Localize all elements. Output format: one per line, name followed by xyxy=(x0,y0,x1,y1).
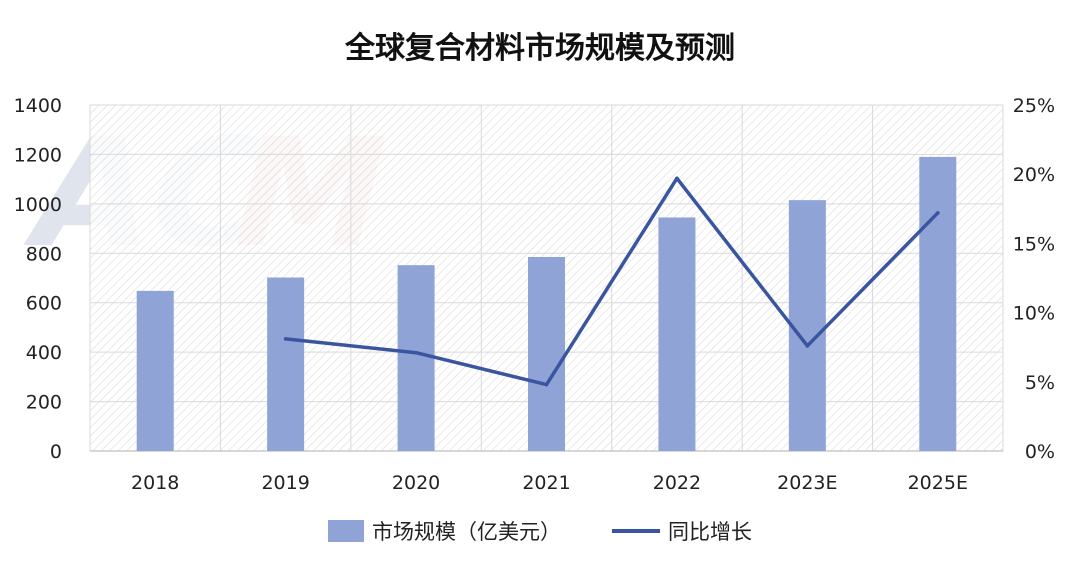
y-left-tick-label: 1200 xyxy=(14,144,62,166)
x-tick-label: 2023E xyxy=(777,472,837,494)
y-left-tick-label: 400 xyxy=(26,342,62,364)
legend-bar-swatch xyxy=(328,520,364,542)
line-point xyxy=(935,211,940,215)
line-series xyxy=(283,176,940,387)
x-axis: 2018 2019 2020 2021 2022 2023E 2025E xyxy=(131,472,968,494)
chart-title: 全球复合材料市场规模及预测 xyxy=(344,31,735,66)
bar xyxy=(267,277,305,451)
y-left-tick-label: 1000 xyxy=(14,194,62,216)
y-axis-left: 0 200 400 600 800 1000 1200 1400 xyxy=(14,95,62,463)
bar xyxy=(136,290,174,451)
y-right-tick-label: 10% xyxy=(1013,303,1055,325)
bar xyxy=(397,265,435,451)
y-left-tick-label: 600 xyxy=(26,293,62,315)
y-axis-right: 0% 5% 10% 15% 20% 25% xyxy=(1013,95,1055,463)
bar-series xyxy=(136,156,957,451)
growth-line xyxy=(283,176,940,387)
y-left-tick-label: 0 xyxy=(50,441,62,463)
legend-line-label: 同比增长 xyxy=(668,520,752,544)
y-right-tick-label: 15% xyxy=(1013,233,1055,255)
y-right-tick-label: 25% xyxy=(1013,95,1055,117)
bar xyxy=(528,256,565,451)
line-point xyxy=(544,382,549,387)
y-right-tick-label: 20% xyxy=(1013,164,1055,186)
line-point xyxy=(283,337,288,341)
y-right-tick-label: 0% xyxy=(1025,441,1055,463)
y-left-tick-label: 200 xyxy=(26,392,62,414)
legend: 市场规模（亿美元） 同比增长 xyxy=(328,520,752,544)
legend-bar-label: 市场规模（亿美元） xyxy=(372,520,561,544)
x-tick-label: 2020 xyxy=(392,472,440,494)
x-tick-label: 2025E xyxy=(908,472,968,494)
bar xyxy=(919,156,957,451)
x-tick-label: 2018 xyxy=(131,472,179,494)
line-point xyxy=(805,344,810,348)
x-tick-label: 2021 xyxy=(522,472,570,494)
x-tick-label: 2022 xyxy=(653,472,701,494)
line-point xyxy=(675,176,679,181)
y-right-tick-label: 5% xyxy=(1025,372,1055,394)
bar xyxy=(658,217,696,451)
y-left-tick-label: 800 xyxy=(26,243,62,265)
line-point xyxy=(414,350,418,355)
y-left-tick-label: 1400 xyxy=(14,95,62,117)
bar xyxy=(788,200,826,451)
x-tick-label: 2019 xyxy=(261,472,309,494)
